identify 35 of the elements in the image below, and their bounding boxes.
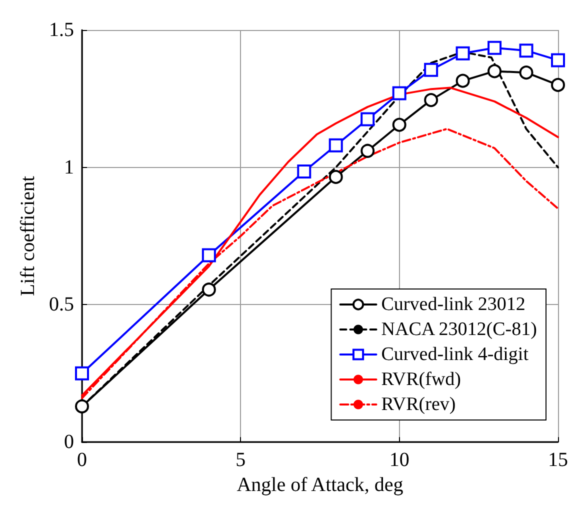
point xyxy=(519,44,534,58)
point xyxy=(360,144,375,158)
point xyxy=(392,118,406,132)
point xyxy=(551,53,565,68)
point xyxy=(519,66,534,80)
x-tick-label: 5 xyxy=(236,449,246,472)
point xyxy=(392,86,406,100)
legend-label: Curved-link 4-digit xyxy=(381,344,530,365)
legend-label: RVR(fwd) xyxy=(381,369,462,390)
point xyxy=(551,78,565,92)
point xyxy=(360,112,375,126)
point xyxy=(75,399,89,414)
point xyxy=(328,170,343,184)
y-tick-label: 0 xyxy=(64,431,74,454)
legend-label: RVR(rev) xyxy=(381,394,456,415)
point xyxy=(488,64,502,78)
point xyxy=(202,282,216,297)
point xyxy=(424,93,438,108)
point xyxy=(456,74,470,88)
point xyxy=(75,366,89,380)
x-tick-label: 15 xyxy=(548,449,568,472)
point xyxy=(297,164,312,178)
point xyxy=(488,40,502,55)
point xyxy=(424,62,438,77)
point xyxy=(202,248,216,262)
point xyxy=(456,46,470,60)
legend-label: Curved-link 23012 xyxy=(381,294,526,315)
y-tick-label: 1.5 xyxy=(49,19,74,41)
x-axis-title: Angle of Attack, deg xyxy=(236,474,404,496)
y-tick-label: 1 xyxy=(64,156,74,178)
x-tick-label: 10 xyxy=(389,449,410,472)
point xyxy=(328,138,343,152)
y-tick-label: 0.5 xyxy=(49,294,74,316)
y-axis-title: Lift coefficient xyxy=(17,176,39,296)
legend-label: NACA 23012(C-81) xyxy=(381,319,537,340)
